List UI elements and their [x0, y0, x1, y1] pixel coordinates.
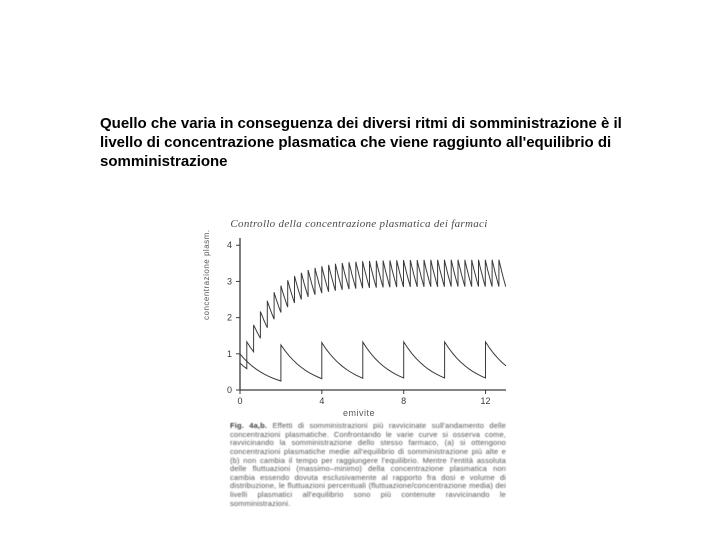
- svg-text:12: 12: [481, 396, 491, 406]
- svg-text:4: 4: [227, 240, 232, 250]
- figure-title: Controllo della concentrazione plasmatic…: [206, 218, 512, 230]
- slide-caption: Quello che varia in conseguenza dei dive…: [100, 115, 650, 171]
- svg-text:8: 8: [401, 396, 406, 406]
- chart-ylabel: concentrazione plasm.: [202, 229, 211, 320]
- svg-text:4: 4: [319, 396, 324, 406]
- figure: Controllo della concentrazione plasmatic…: [206, 218, 512, 508]
- figure-caption-body: Effetti di somministrazioni più ravvicin…: [230, 421, 506, 508]
- svg-text:0: 0: [237, 396, 242, 406]
- chart: concentrazione plasm. 0123404812: [206, 232, 512, 408]
- svg-text:3: 3: [227, 276, 232, 286]
- figure-caption: Fig. 4a,b. Effetti di somministrazioni p…: [206, 418, 512, 508]
- chart-xlabel: emivite: [206, 408, 512, 418]
- svg-text:0: 0: [227, 385, 232, 395]
- svg-text:2: 2: [227, 313, 232, 323]
- svg-text:1: 1: [227, 349, 232, 359]
